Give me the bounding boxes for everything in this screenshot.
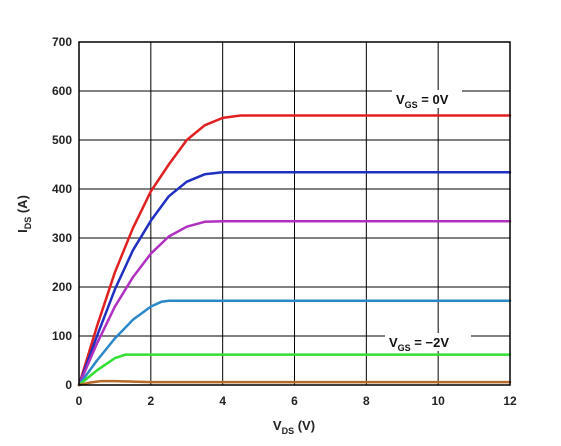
- x-tick-label: 12: [503, 394, 517, 408]
- x-axis-label: VDS (V): [273, 418, 315, 436]
- y-tick-label: 400: [52, 182, 72, 196]
- series-line-4: [77, 353, 512, 387]
- x-tick-labels: 0 2 4 6 8 10 12: [76, 394, 517, 408]
- y-axis-label: IDS (A): [15, 195, 33, 233]
- plot-frame: [78, 41, 511, 386]
- x-tick-label: 0: [76, 394, 83, 408]
- annotation-top-bg: [392, 90, 462, 108]
- x-tick-label: 10: [431, 394, 445, 408]
- series-line-0: [77, 114, 512, 387]
- y-tick-label: 600: [52, 84, 72, 98]
- y-tick-label: 700: [52, 35, 72, 49]
- x-tick-label: 2: [147, 394, 154, 408]
- y-tick-label: 100: [52, 329, 72, 343]
- annotation-vgs-minus-2v: VGS = −2V: [389, 335, 449, 353]
- annotation-bottom-bg: [385, 333, 471, 351]
- y-tick-label: 0: [65, 378, 72, 392]
- x-tick-label: 4: [219, 394, 226, 408]
- series-line-2: [77, 220, 512, 387]
- annotation-vgs-0v: VGS = 0V: [396, 92, 449, 110]
- y-tick-label: 200: [52, 280, 72, 294]
- y-tick-label: 300: [52, 231, 72, 245]
- series-line-5: [77, 379, 512, 387]
- x-tick-label: 6: [291, 394, 298, 408]
- grid: [79, 42, 510, 385]
- y-tick-label: 500: [52, 133, 72, 147]
- x-tick-label: 8: [363, 394, 370, 408]
- curves: [77, 114, 512, 387]
- series-line-1: [77, 171, 512, 387]
- series-line-3: [77, 299, 512, 387]
- y-tick-labels: 0 100 200 300 400 500 600 700: [52, 35, 72, 392]
